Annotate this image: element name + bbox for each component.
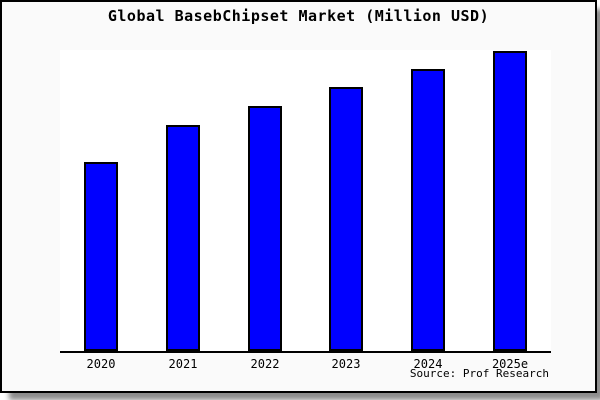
x-tick-label-2023: 2023 xyxy=(331,357,361,371)
bar-2022 xyxy=(248,106,282,351)
chart-title: Global BasebChipset Market (Million USD) xyxy=(107,7,490,25)
plot-area xyxy=(60,50,551,353)
chart-frame: Global BasebChipset Market (Million USD)… xyxy=(0,0,597,393)
x-tick-label-2022: 2022 xyxy=(250,357,280,371)
bar-2023 xyxy=(329,87,363,351)
x-tick-label-2020: 2020 xyxy=(86,357,116,371)
bar-2021 xyxy=(166,125,200,351)
x-tick-label-2024: 2024 xyxy=(413,357,443,371)
bar-2025e xyxy=(493,51,527,351)
x-tick-label-2025e: 2025e xyxy=(491,357,529,371)
bar-2024 xyxy=(411,69,445,351)
bar-2020 xyxy=(84,162,118,351)
source-note: Source: Prof Research xyxy=(409,367,549,380)
x-tick-label-2021: 2021 xyxy=(168,357,198,371)
